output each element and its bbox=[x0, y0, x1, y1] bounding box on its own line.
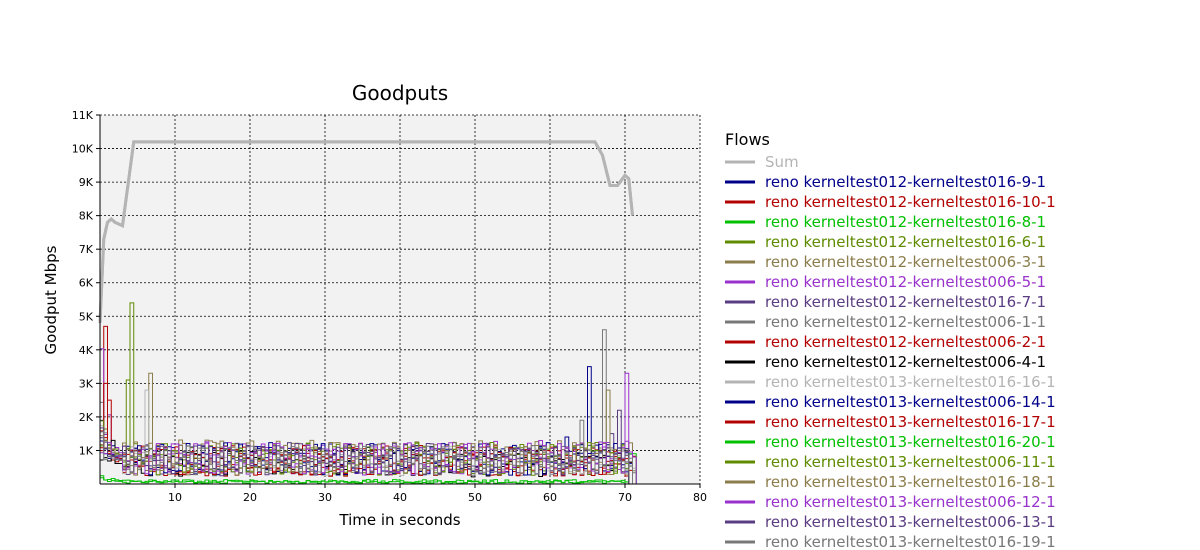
y-tick-label: 5K bbox=[79, 310, 94, 323]
axes-layer: 10 20 30 40 50 60 70 80 1K 2K 3K 4K 5K 6K 7K 8K 9K 10K 11K bbox=[72, 109, 707, 504]
legend-entry: reno kerneltest013-kerneltest016-20-1 bbox=[765, 433, 1056, 451]
legend-entry: reno kerneltest013-kerneltest016-19-1 bbox=[765, 533, 1056, 550]
y-tick-label: 8K bbox=[79, 210, 94, 223]
legend-entry: Sum bbox=[765, 153, 799, 171]
legend-entry: reno kerneltest013-kerneltest016-18-1 bbox=[765, 473, 1056, 491]
legend-entry: reno kerneltest012-kerneltest006-5-1 bbox=[765, 273, 1046, 291]
legend-entry: reno kerneltest013-kerneltest006-13-1 bbox=[765, 513, 1056, 531]
y-tick-label: 7K bbox=[79, 243, 94, 256]
legend-entry: reno kerneltest013-kerneltest006-12-1 bbox=[765, 493, 1056, 511]
x-tick-label: 30 bbox=[318, 491, 332, 504]
y-tick-label: 2K bbox=[79, 411, 94, 424]
legend-entry: reno kerneltest012-kerneltest016-7-1 bbox=[765, 293, 1046, 311]
legend-entry: reno kerneltest012-kerneltest006-2-1 bbox=[765, 333, 1046, 351]
y-tick-label: 9K bbox=[79, 176, 94, 189]
x-tick-label: 70 bbox=[618, 491, 632, 504]
x-tick-label: 20 bbox=[243, 491, 257, 504]
legend-entry: reno kerneltest012-kerneltest016-9-1 bbox=[765, 173, 1046, 191]
y-tick-label: 3K bbox=[79, 377, 94, 390]
y-tick-label: 4K bbox=[79, 344, 94, 357]
chart-title: Goodputs bbox=[352, 81, 448, 105]
x-axis-label: Time in seconds bbox=[338, 511, 460, 529]
legend-entry: reno kerneltest013-kerneltest016-16-1 bbox=[765, 373, 1056, 391]
y-tick-label: 10K bbox=[72, 143, 94, 156]
x-tick-label: 10 bbox=[168, 491, 182, 504]
legend-entry: reno kerneltest013-kerneltest006-14-1 bbox=[765, 393, 1056, 411]
series-line-sum-top bbox=[98, 140, 634, 324]
y-tick-label: 6K bbox=[79, 277, 94, 290]
y-tick-label: 1K bbox=[79, 444, 94, 457]
x-tick-label: 50 bbox=[468, 491, 482, 504]
legend-entry: reno kerneltest012-kerneltest016-10-1 bbox=[765, 193, 1056, 211]
legend-entry: reno kerneltest012-kerneltest016-6-1 bbox=[765, 233, 1046, 251]
legend-title: Flows bbox=[725, 130, 770, 149]
plot-area bbox=[100, 114, 701, 484]
series-line-14 bbox=[100, 453, 637, 484]
legend-entry: reno kerneltest013-kerneltest016-17-1 bbox=[765, 413, 1056, 431]
y-tick-label: 11K bbox=[72, 109, 94, 122]
x-tick-label: 60 bbox=[543, 491, 557, 504]
x-tick-label: 80 bbox=[693, 491, 707, 504]
x-tick-label: 40 bbox=[393, 491, 407, 504]
series-layer bbox=[98, 140, 637, 484]
legend-entry: reno kerneltest012-kerneltest006-3-1 bbox=[765, 253, 1046, 271]
series-line-19 bbox=[100, 419, 633, 484]
legend: Flows Sum reno kerneltest012-kerneltest01… bbox=[725, 130, 1056, 550]
legend-entry: reno kerneltest012-kerneltest006-1-1 bbox=[765, 313, 1046, 331]
legend-entry: reno kerneltest013-kerneltest006-11-1 bbox=[765, 453, 1056, 471]
legend-entry: reno kerneltest012-kerneltest016-8-1 bbox=[765, 213, 1046, 231]
legend-entry: reno kerneltest012-kerneltest006-4-1 bbox=[765, 353, 1046, 371]
y-axis-label: Goodput Mbps bbox=[42, 245, 60, 354]
